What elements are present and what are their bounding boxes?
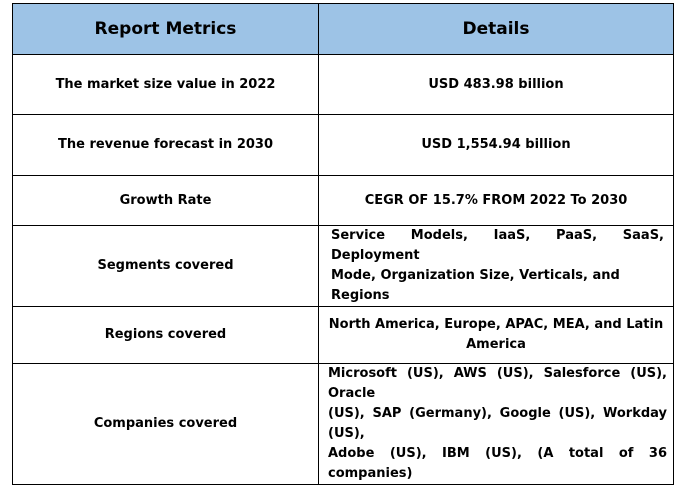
- table-row: The revenue forecast in 2030 USD 1,554.9…: [12, 114, 674, 176]
- metric-cell: Companies covered: [12, 363, 319, 485]
- detail-line: America: [466, 337, 526, 352]
- detail-line: Mode, Organization Size, Verticals, and …: [331, 268, 620, 303]
- detail-text: Service Models, IaaS, PaaS, SaaS, Deploy…: [319, 226, 673, 306]
- detail-line: Adobe (US), IBM (US), (A total of 36 com…: [328, 446, 667, 481]
- detail-text: North America, Europe, APAC, MEA, and La…: [319, 315, 673, 355]
- report-metrics-header: Report Metrics: [12, 3, 319, 55]
- detail-cell: North America, Europe, APAC, MEA, and La…: [318, 306, 674, 364]
- detail-line: Microsoft (US), AWS (US), Salesforce (US…: [328, 366, 667, 401]
- detail-line: North America, Europe, APAC, MEA, and La…: [328, 317, 664, 332]
- metric-cell: Growth Rate: [12, 175, 319, 226]
- table-row: Segments covered Service Models, IaaS, P…: [12, 225, 674, 307]
- detail-cell: USD 483.98 billion: [318, 54, 674, 115]
- table-row: Companies covered Microsoft (US), AWS (U…: [12, 363, 674, 485]
- detail-line: (US), SAP (Germany), Google (US), Workda…: [328, 406, 667, 441]
- detail-cell: USD 1,554.94 billion: [318, 114, 674, 176]
- detail-cell: Microsoft (US), AWS (US), Salesforce (US…: [318, 363, 674, 485]
- report-metrics-table: Report Metrics Details The market size v…: [12, 3, 674, 485]
- metric-cell: Regions covered: [12, 306, 319, 364]
- table-row: The market size value in 2022 USD 483.98…: [12, 54, 674, 115]
- metric-cell: Segments covered: [12, 225, 319, 307]
- table-row: Regions covered North America, Europe, A…: [12, 306, 674, 364]
- table-header-row: Report Metrics Details: [12, 3, 674, 55]
- detail-cell: Service Models, IaaS, PaaS, SaaS, Deploy…: [318, 225, 674, 307]
- details-header: Details: [318, 3, 674, 55]
- detail-cell: CEGR OF 15.7% FROM 2022 To 2030: [318, 175, 674, 226]
- metric-cell: The revenue forecast in 2030: [12, 114, 319, 176]
- metric-cell: The market size value in 2022: [12, 54, 319, 115]
- detail-line: Service Models, IaaS, PaaS, SaaS, Deploy…: [331, 228, 664, 263]
- table-row: Growth Rate CEGR OF 15.7% FROM 2022 To 2…: [12, 175, 674, 226]
- detail-text: Microsoft (US), AWS (US), Salesforce (US…: [319, 364, 673, 484]
